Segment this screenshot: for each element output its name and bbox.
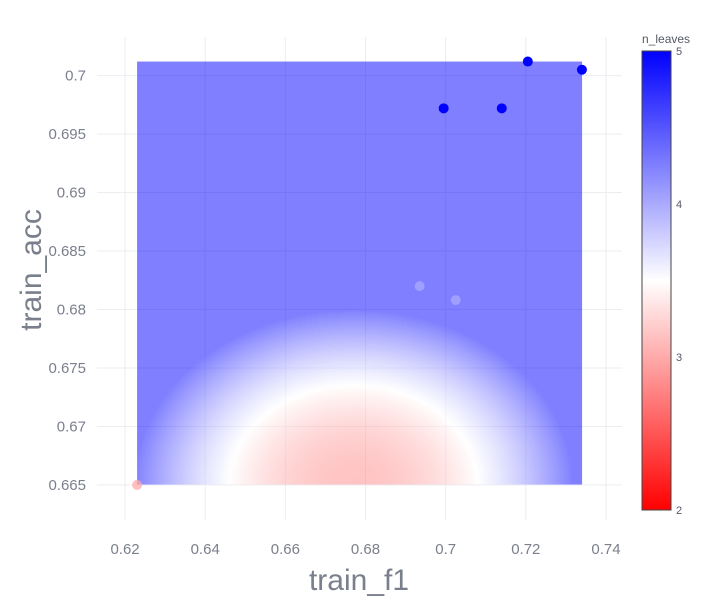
- data-point[interactable]: [438, 103, 449, 114]
- colorbar-tick-label: 5: [676, 46, 682, 58]
- colorbar-tick-label: 4: [676, 199, 682, 211]
- x-tick-labels: 0.62 0.64 0.66 0.68 0.7 0.72 0.74: [110, 541, 620, 558]
- colorbar-tick-labels: 2 3 4 5: [676, 46, 682, 517]
- x-tick-label: 0.72: [511, 541, 540, 558]
- y-axis-title: train_acc: [15, 209, 48, 331]
- x-tick-label: 0.62: [110, 541, 139, 558]
- y-tick-label: 0.675: [48, 360, 86, 377]
- data-point[interactable]: [496, 103, 507, 114]
- x-axis-title: train_f1: [309, 564, 409, 597]
- y-tick-label: 0.68: [57, 301, 86, 318]
- data-point[interactable]: [450, 295, 461, 306]
- data-point[interactable]: [132, 479, 143, 490]
- y-tick-label: 0.7: [65, 68, 86, 85]
- colorbar-title: n_leaves: [642, 32, 690, 46]
- y-tick-label: 0.665: [48, 477, 86, 494]
- colorbar-tick-label: 3: [676, 352, 682, 364]
- colorbar-gradient: [641, 50, 672, 511]
- y-tick-labels: 0.665 0.67 0.675 0.68 0.685 0.69 0.695 0.7: [48, 68, 86, 494]
- x-tick-label: 0.68: [351, 541, 380, 558]
- surface-heatmap: [137, 61, 583, 485]
- y-tick-label: 0.69: [57, 185, 86, 202]
- y-tick-label: 0.695: [48, 126, 86, 143]
- x-tick-label: 0.74: [591, 541, 620, 558]
- data-point[interactable]: [414, 281, 425, 292]
- x-tick-label: 0.64: [191, 541, 220, 558]
- colorbar: n_leaves 2 3 4 5: [641, 32, 690, 517]
- data-point[interactable]: [576, 64, 587, 75]
- data-point[interactable]: [522, 56, 533, 67]
- x-tick-label: 0.7: [435, 541, 456, 558]
- x-tick-label: 0.66: [271, 541, 300, 558]
- y-tick-label: 0.685: [48, 243, 86, 260]
- y-tick-label: 0.67: [57, 418, 86, 435]
- colorbar-tick-label: 2: [676, 505, 682, 517]
- data-points: [132, 56, 587, 490]
